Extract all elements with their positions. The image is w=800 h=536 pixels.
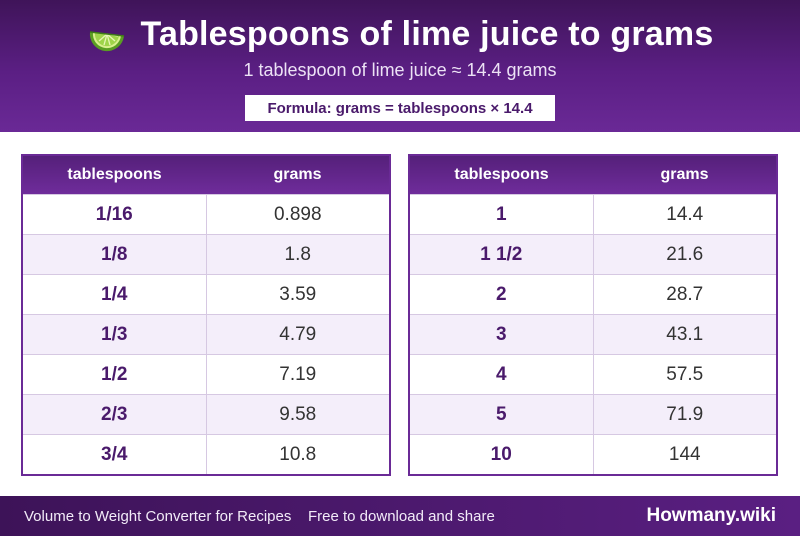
grams-cell: 144 bbox=[668, 443, 701, 465]
table-row: 1/8 1.8 bbox=[23, 234, 389, 274]
tablespoons-cell: 1/2 bbox=[23, 355, 207, 394]
grams-cell: 28.7 bbox=[666, 283, 704, 305]
grams-cell: 7.19 bbox=[279, 363, 317, 385]
table-row: 10 144 bbox=[410, 434, 776, 474]
column-header-tablespoons: tablespoons bbox=[454, 166, 549, 183]
tablespoons-cell: 1/8 bbox=[23, 235, 207, 274]
table-row: 5 71.9 bbox=[410, 394, 776, 434]
tablespoons-cell: 5 bbox=[410, 395, 594, 434]
column-header-grams: grams bbox=[273, 166, 322, 183]
grams-cell: 1.8 bbox=[284, 243, 311, 265]
grams-cell: 57.5 bbox=[666, 363, 704, 385]
brand-logo-text[interactable]: Howmany.wiki bbox=[646, 505, 776, 526]
table-row: 4 57.5 bbox=[410, 354, 776, 394]
table-row: 2/3 9.58 bbox=[23, 394, 389, 434]
table-body: 1/16 0.898 1/8 1.8 1/4 3.59 1/3 4.79 1/2 7.19… bbox=[23, 194, 389, 474]
column-header-grams: grams bbox=[660, 166, 709, 183]
tablespoons-cell: 2/3 bbox=[23, 395, 207, 434]
page-subtitle: 1 tablespoon of lime juice ≈ 14.4 grams bbox=[243, 60, 557, 80]
table-row: 3 43.1 bbox=[410, 314, 776, 354]
grams-cell: 10.8 bbox=[279, 443, 317, 465]
header-banner: Tablespoons of lime juice to grams 1 tab… bbox=[0, 0, 800, 132]
tablespoons-cell: 1/4 bbox=[23, 275, 207, 314]
title-row: Tablespoons of lime juice to grams bbox=[0, 14, 800, 54]
table-row: 1 14.4 bbox=[410, 194, 776, 234]
table-body: 1 14.4 1 1/2 21.6 2 28.7 3 43.1 4 57.5 5 71.9 … bbox=[410, 194, 776, 474]
grams-cell: 0.898 bbox=[273, 203, 322, 225]
conversion-table-left: tablespoons grams 1/16 0.898 1/8 1.8 1/4 3.… bbox=[21, 154, 391, 476]
footer-converter-text: Volume to Weight Converter for Recipes bbox=[24, 508, 292, 525]
grams-cell: 4.79 bbox=[279, 323, 317, 345]
tablespoons-cell: 1 1/2 bbox=[410, 235, 594, 274]
page-title: Tablespoons of lime juice to grams bbox=[140, 14, 714, 53]
table-row: 1/4 3.59 bbox=[23, 274, 389, 314]
table-row: 1/3 4.79 bbox=[23, 314, 389, 354]
tablespoons-cell: 1/3 bbox=[23, 315, 207, 354]
footer-share-text: Free to download and share bbox=[308, 508, 495, 525]
conversion-table-right: tablespoons grams 1 14.4 1 1/2 21.6 2 28.7 … bbox=[408, 154, 778, 476]
grams-cell: 21.6 bbox=[666, 243, 704, 265]
tablespoons-cell: 3 bbox=[410, 315, 594, 354]
tablespoons-cell: 10 bbox=[410, 435, 594, 474]
table-row: 2 28.7 bbox=[410, 274, 776, 314]
tablespoons-cell: 4 bbox=[410, 355, 594, 394]
tablespoons-cell: 1 bbox=[410, 195, 594, 234]
tablespoons-cell: 1/16 bbox=[23, 195, 207, 234]
grams-cell: 71.9 bbox=[666, 403, 704, 425]
lime-icon bbox=[89, 31, 124, 52]
table-row: 3/4 10.8 bbox=[23, 434, 389, 474]
table-row: 1 1/2 21.6 bbox=[410, 234, 776, 274]
table-row: 1/2 7.19 bbox=[23, 354, 389, 394]
grams-cell: 9.58 bbox=[279, 403, 317, 425]
formula-badge: Formula: grams = tablespoons × 14.4 bbox=[245, 95, 555, 121]
tablespoons-cell: 3/4 bbox=[23, 435, 207, 474]
grams-cell: 43.1 bbox=[666, 323, 704, 345]
footer-bar: Volume to Weight Converter for Recipes F… bbox=[0, 496, 800, 536]
grams-cell: 3.59 bbox=[279, 283, 317, 305]
grams-cell: 14.4 bbox=[666, 203, 704, 225]
tablespoons-cell: 2 bbox=[410, 275, 594, 314]
table-row: 1/16 0.898 bbox=[23, 194, 389, 234]
column-header-tablespoons: tablespoons bbox=[67, 166, 162, 183]
table-header: tablespoons grams bbox=[410, 156, 776, 194]
table-header: tablespoons grams bbox=[23, 156, 389, 194]
